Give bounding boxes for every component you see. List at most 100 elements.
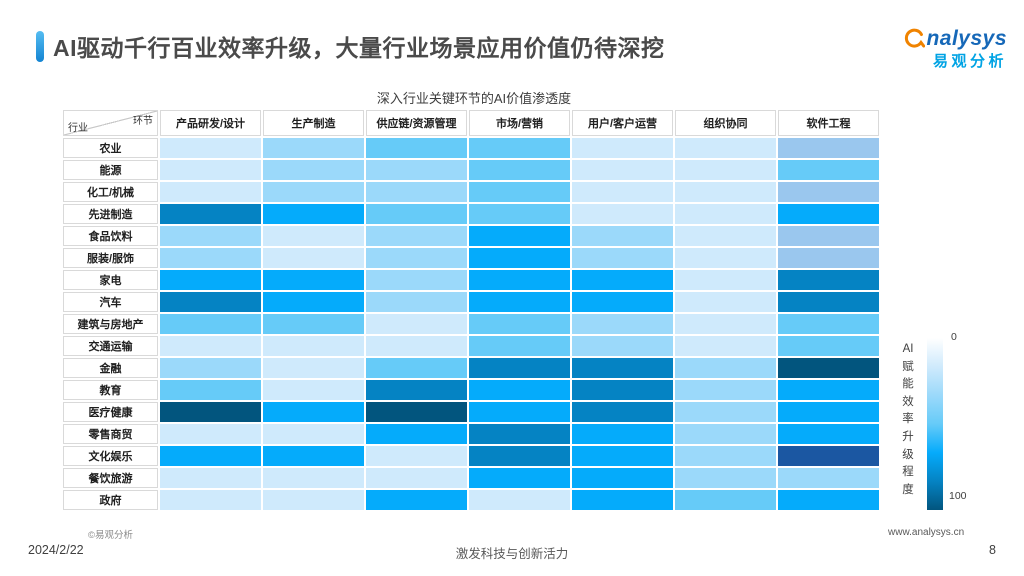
logo-brand-cn: 易观分析	[932, 53, 1007, 70]
legend-title: AI 赋能效率升级程度	[902, 343, 914, 496]
heatmap-cell	[160, 270, 261, 290]
heatmap-cell	[572, 358, 673, 378]
footer-copyright: ©易观分析	[88, 530, 133, 541]
row-label-3: 先进制造	[63, 204, 158, 224]
heatmap-cell	[366, 270, 467, 290]
heatmap-cell	[263, 380, 364, 400]
heatmap-cell	[572, 292, 673, 312]
heatmap-cell	[160, 204, 261, 224]
heatmap-cell	[778, 336, 879, 356]
heatmap-cell	[675, 160, 776, 180]
heatmap-cell	[675, 182, 776, 202]
heatmap-cell	[366, 446, 467, 466]
heatmap-cell	[263, 138, 364, 158]
corner-label-industry: 行业	[68, 123, 88, 134]
title-accent-bar	[36, 31, 44, 62]
heatmap-cell	[675, 292, 776, 312]
heatmap-cell	[778, 160, 879, 180]
heatmap-cell	[572, 182, 673, 202]
heatmap-cell	[160, 226, 261, 246]
heatmap-cell	[263, 336, 364, 356]
heatmap-cell	[572, 160, 673, 180]
footer-slogan: 激发科技与创新活力	[455, 547, 569, 561]
row-label-7: 汽车	[63, 292, 158, 312]
column-header-5: 组织协同	[675, 110, 776, 136]
heatmap-cell	[675, 138, 776, 158]
heatmap-cell	[160, 336, 261, 356]
heatmap-cell	[160, 160, 261, 180]
heatmap-cell	[263, 424, 364, 444]
row-label-14: 文化娱乐	[63, 446, 158, 466]
row-label-9: 交通运输	[63, 336, 158, 356]
heatmap-cell	[160, 358, 261, 378]
column-header-6: 软件工程	[778, 110, 879, 136]
heatmap-cell	[366, 468, 467, 488]
heatmap-cell	[160, 292, 261, 312]
heatmap-cell	[469, 424, 570, 444]
heatmap-cell	[469, 226, 570, 246]
heatmap-cell	[572, 490, 673, 510]
heatmap-cell	[469, 336, 570, 356]
heatmap-cell	[572, 446, 673, 466]
heatmap-cell	[160, 402, 261, 422]
heatmap-cell	[160, 138, 261, 158]
heatmap-cell	[160, 446, 261, 466]
heatmap-cell	[366, 226, 467, 246]
heatmap-cell	[469, 270, 570, 290]
heatmap-cell	[675, 490, 776, 510]
heatmap-cell	[366, 204, 467, 224]
chart-title: 深入行业关键环节的AI价值渗透度	[376, 91, 572, 106]
column-header-3: 市场/营销	[469, 110, 570, 136]
heatmap-cell	[263, 402, 364, 422]
heatmap-cell	[263, 468, 364, 488]
heatmap-cell	[469, 204, 570, 224]
row-label-13: 零售商贸	[63, 424, 158, 444]
heatmap-cell	[778, 270, 879, 290]
heatmap-cell	[469, 490, 570, 510]
legend-gradient-bar	[927, 338, 943, 510]
logo-swoosh-icon	[905, 28, 926, 48]
heatmap-cell	[675, 314, 776, 334]
row-label-12: 医疗健康	[63, 402, 158, 422]
heatmap-cell	[469, 138, 570, 158]
row-label-5: 服装/服饰	[63, 248, 158, 268]
corner-label-process: 环节	[133, 116, 153, 127]
heatmap-cell	[675, 446, 776, 466]
heatmap-cell	[469, 446, 570, 466]
heatmap-cell	[469, 314, 570, 334]
row-label-10: 金融	[63, 358, 158, 378]
heatmap-cell	[263, 204, 364, 224]
heatmap-cell	[263, 292, 364, 312]
heatmap-table: 环节 行业 产品研发/设计 生产制造 供应链/资源管理 市场/营销 用户/客户运营 组织协…	[63, 110, 879, 510]
heatmap-cell	[778, 380, 879, 400]
legend-min-label: 0	[951, 331, 957, 343]
heatmap-cell	[572, 270, 673, 290]
heatmap-cell	[778, 358, 879, 378]
heatmap-cell	[263, 446, 364, 466]
heatmap-cell	[469, 292, 570, 312]
heatmap-cell	[572, 336, 673, 356]
corner-cell: 环节 行业	[63, 110, 158, 136]
heatmap-cell	[469, 358, 570, 378]
heatmap-cell	[366, 248, 467, 268]
heatmap-cell	[160, 424, 261, 444]
heatmap-cell	[366, 314, 467, 334]
heatmap-cell	[675, 226, 776, 246]
heatmap-cell	[263, 270, 364, 290]
heatmap-cell	[572, 402, 673, 422]
heatmap-cell	[366, 424, 467, 444]
footer-date: 2024/2/22	[28, 543, 84, 557]
row-label-1: 能源	[63, 160, 158, 180]
heatmap-cell	[366, 380, 467, 400]
analysys-logo: nalysys 易观分析	[902, 27, 1007, 69]
heatmap-cell	[675, 468, 776, 488]
heatmap-cell	[160, 380, 261, 400]
row-label-11: 教育	[63, 380, 158, 400]
heatmap-cell	[572, 424, 673, 444]
heatmap-cell	[366, 402, 467, 422]
heatmap-cell	[778, 424, 879, 444]
heatmap-cell	[675, 358, 776, 378]
heatmap-cell	[469, 380, 570, 400]
heatmap-cell	[263, 490, 364, 510]
heatmap-cell	[778, 138, 879, 158]
